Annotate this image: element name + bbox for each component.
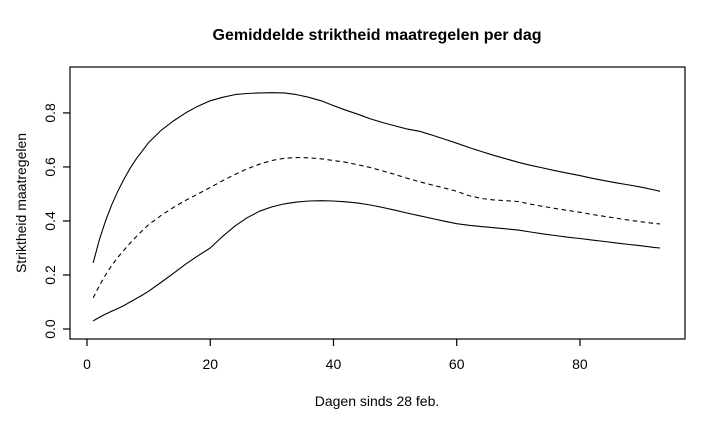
y-axis: 0.0 0.2 0.4 0.6 0.8: [42, 103, 70, 339]
series-middle-dashed: [92, 156, 661, 299]
y-tick-label: 0.0: [42, 319, 58, 339]
series-lower-solid: [92, 200, 661, 322]
x-tick-label: 40: [326, 356, 342, 372]
x-tick-label: 80: [572, 356, 588, 372]
chart-title: Gemiddelde striktheid maatregelen per da…: [213, 27, 542, 44]
y-tick-label: 0.8: [42, 103, 58, 123]
y-tick-label: 0.4: [42, 211, 58, 231]
x-tick-label: 60: [449, 356, 465, 372]
series-upper-solid: [92, 92, 661, 263]
y-axis-title: Striktheid maatregelen: [13, 133, 29, 273]
x-tick-label: 20: [202, 356, 218, 372]
y-tick-label: 0.2: [42, 265, 58, 285]
x-axis-title: Dagen sinds 28 feb.: [315, 393, 440, 409]
x-axis: 0 20 40 60 80: [83, 339, 588, 372]
x-tick-label: 0: [83, 356, 91, 372]
series-group: [92, 92, 661, 322]
plot-border: [69, 66, 686, 340]
y-tick-label: 0.6: [42, 157, 58, 177]
